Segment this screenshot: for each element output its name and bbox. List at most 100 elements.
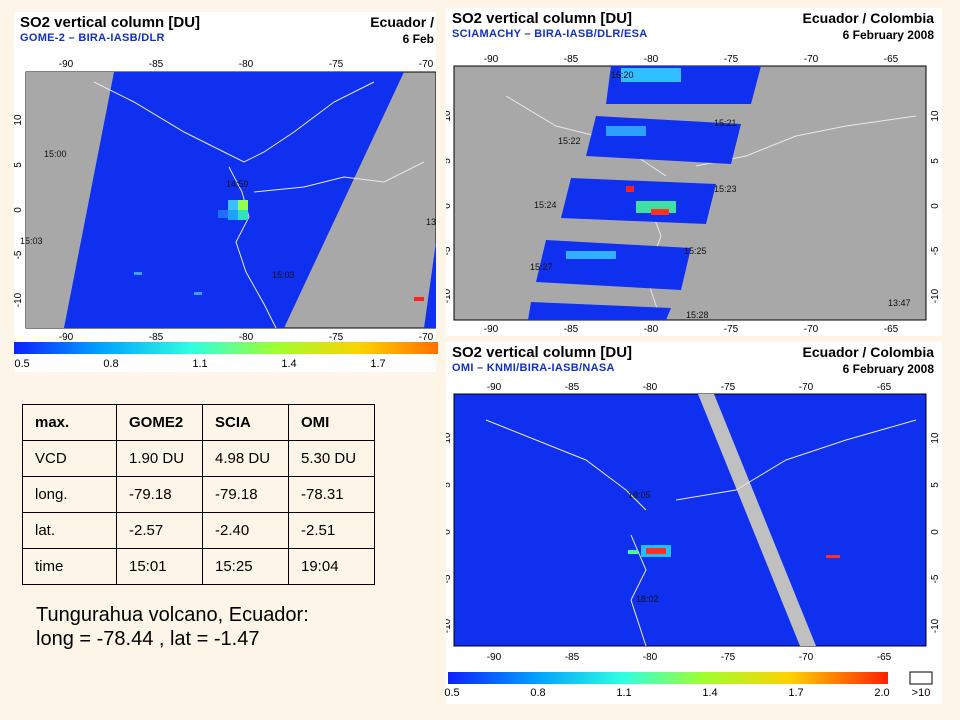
longitude-tick-label: -85 bbox=[149, 332, 164, 343]
overpass-time-label: 15:23 bbox=[714, 184, 737, 194]
latitude-tick-label: -10 bbox=[930, 288, 941, 303]
latitude-tick-label: 10 bbox=[14, 114, 24, 126]
longitude-tick-label: -70 bbox=[804, 54, 819, 65]
omi-panel: SO2 vertical column [DU] Ecuador / Colom… bbox=[446, 342, 942, 704]
omi-region: Ecuador / Colombia bbox=[802, 344, 934, 360]
longitude-tick-label: -65 bbox=[877, 382, 892, 393]
overpass-time-label: 18:02 bbox=[636, 594, 659, 604]
colorbar-overflow-label: >10 bbox=[912, 687, 931, 699]
omi-colorbar: 0.5 0.8 1.1 1.4 1.7 2.0 >10 bbox=[444, 671, 933, 699]
colorbar-label: 1.4 bbox=[281, 358, 296, 370]
sciamachy-map: 15:20 15:21 15:22 15:23 15:24 15:25 15:27 15:28… bbox=[446, 54, 941, 335]
longitude-tick-label: -90 bbox=[59, 59, 74, 70]
latitude-tick-label: 0 bbox=[14, 207, 24, 213]
longitude-tick-label: -70 bbox=[419, 59, 434, 70]
table-cell: -2.51 bbox=[288, 512, 375, 549]
sciamachy-panel: SO2 vertical column [DU] Ecuador / Colom… bbox=[446, 8, 942, 336]
latitude-tick-label: -5 bbox=[930, 246, 941, 255]
sciamachy-title: SO2 vertical column [DU] bbox=[452, 10, 633, 27]
gome2-panel: SO2 vertical column [DU] Ecuador / GOME-… bbox=[14, 12, 436, 372]
omi-date: 6 February 2008 bbox=[842, 362, 934, 376]
longitude-tick-label: -90 bbox=[484, 324, 499, 335]
overpass-time-label: 15:22 bbox=[558, 136, 581, 146]
latitude-tick-label: 0 bbox=[930, 529, 941, 535]
latitude-tick-label: 5 bbox=[14, 162, 24, 168]
gome2-colorbar: 0.5 0.8 1.1 1.4 1.7 bbox=[14, 342, 438, 370]
table-row: time 15:01 15:25 19:04 bbox=[22, 548, 375, 585]
colorbar-label: 2.0 bbox=[874, 687, 889, 699]
longitude-tick-label: -90 bbox=[487, 382, 502, 393]
longitude-tick-label: -90 bbox=[487, 652, 502, 663]
overpass-time-label: 18:05 bbox=[628, 490, 651, 500]
longitude-tick-label: -75 bbox=[724, 54, 739, 65]
longitude-tick-label: -65 bbox=[884, 324, 899, 335]
longitude-tick-label: -75 bbox=[721, 382, 736, 393]
latitude-tick-label: -5 bbox=[14, 250, 24, 259]
longitude-tick-label: -75 bbox=[721, 652, 736, 663]
table-cell: time bbox=[22, 548, 117, 585]
gome2-region: Ecuador / bbox=[370, 14, 434, 30]
colorbar-label: 0.5 bbox=[444, 687, 459, 699]
longitude-tick-label: -65 bbox=[884, 54, 899, 65]
table-header-cell: SCIA bbox=[202, 404, 289, 441]
latitude-tick-label: -5 bbox=[446, 246, 453, 255]
longitude-tick-label: -85 bbox=[565, 652, 580, 663]
table-cell: long. bbox=[22, 476, 117, 513]
table-cell: 4.98 DU bbox=[202, 440, 289, 477]
table-cell: -2.57 bbox=[116, 512, 203, 549]
longitude-tick-label: -80 bbox=[239, 59, 254, 70]
table-cell: 19:04 bbox=[288, 548, 375, 585]
latitude-tick-label: 10 bbox=[930, 110, 941, 122]
table-row: long. -79.18 -79.18 -78.31 bbox=[22, 476, 375, 513]
gome2-date: 6 Feb bbox=[402, 32, 434, 46]
overpass-time-label: 15:27 bbox=[530, 262, 553, 272]
longitude-tick-label: -80 bbox=[239, 332, 254, 343]
overpass-time-label: 15:21 bbox=[714, 118, 737, 128]
longitude-tick-label: -75 bbox=[329, 59, 344, 70]
gome2-subtitle: GOME-2 – BIRA-IASB/DLR bbox=[20, 32, 165, 44]
overpass-time-label: 15:28 bbox=[686, 310, 709, 320]
volcano-note: Tungurahua volcano, Ecuador: long = -78.… bbox=[36, 603, 309, 651]
latitude-tick-label: -10 bbox=[930, 618, 941, 633]
colorbar-label: 1.7 bbox=[788, 687, 803, 699]
longitude-tick-label: -70 bbox=[419, 332, 434, 343]
overpass-time-label: 15:00 bbox=[44, 149, 67, 159]
latitude-tick-label: -10 bbox=[446, 288, 453, 303]
omi-subtitle: OMI – KNMI/BIRA-IASB/NASA bbox=[452, 362, 615, 374]
sciamachy-date: 6 February 2008 bbox=[842, 28, 934, 42]
overpass-time-label: 13 bbox=[426, 217, 436, 227]
latitude-tick-label: 5 bbox=[930, 158, 941, 164]
gome2-title: SO2 vertical column [DU] bbox=[20, 14, 201, 31]
table-cell: -79.18 bbox=[202, 476, 289, 513]
overpass-time-label: 15:03 bbox=[272, 270, 295, 280]
longitude-tick-label: -80 bbox=[643, 382, 658, 393]
volcano-note-line1: Tungurahua volcano, Ecuador: bbox=[36, 604, 309, 626]
sciamachy-region: Ecuador / Colombia bbox=[802, 10, 934, 26]
longitude-tick-label: -90 bbox=[59, 332, 74, 343]
omi-map: 18:05 18:02 -90 -85 -80 -75 -70 -65 -90 -85 -80 -7… bbox=[446, 382, 941, 663]
latitude-tick-label: 5 bbox=[446, 158, 453, 164]
table-cell: VCD bbox=[22, 440, 117, 477]
longitude-tick-label: -70 bbox=[799, 382, 814, 393]
latitude-tick-label: -10 bbox=[14, 292, 24, 307]
longitude-tick-label: -65 bbox=[877, 652, 892, 663]
colorbar-label: 1.7 bbox=[370, 358, 385, 370]
overpass-time-label: 13:47 bbox=[888, 298, 911, 308]
colorbar-label: 1.1 bbox=[616, 687, 631, 699]
sciamachy-subtitle: SCIAMACHY – BIRA-IASB/DLR/ESA bbox=[452, 28, 648, 40]
overpass-time-label: 15:25 bbox=[684, 246, 707, 256]
colorbar-label: 1.4 bbox=[702, 687, 717, 699]
latitude-tick-label: 5 bbox=[446, 482, 453, 488]
table-cell: -78.31 bbox=[288, 476, 375, 513]
latitude-tick-label: 0 bbox=[930, 203, 941, 209]
latitude-tick-label: 0 bbox=[446, 529, 453, 535]
omi-title: SO2 vertical column [DU] bbox=[452, 344, 633, 361]
colorbar-label: 0.5 bbox=[14, 358, 29, 370]
volcano-note-line2: long = -78.44 , lat = -1.47 bbox=[36, 628, 260, 650]
longitude-tick-label: -70 bbox=[799, 652, 814, 663]
table-header-cell: max. bbox=[22, 404, 117, 441]
latitude-tick-label: 10 bbox=[446, 432, 453, 444]
latitude-tick-label: -10 bbox=[446, 618, 453, 633]
table-cell: 1.90 DU bbox=[116, 440, 203, 477]
longitude-tick-label: -80 bbox=[644, 324, 659, 335]
